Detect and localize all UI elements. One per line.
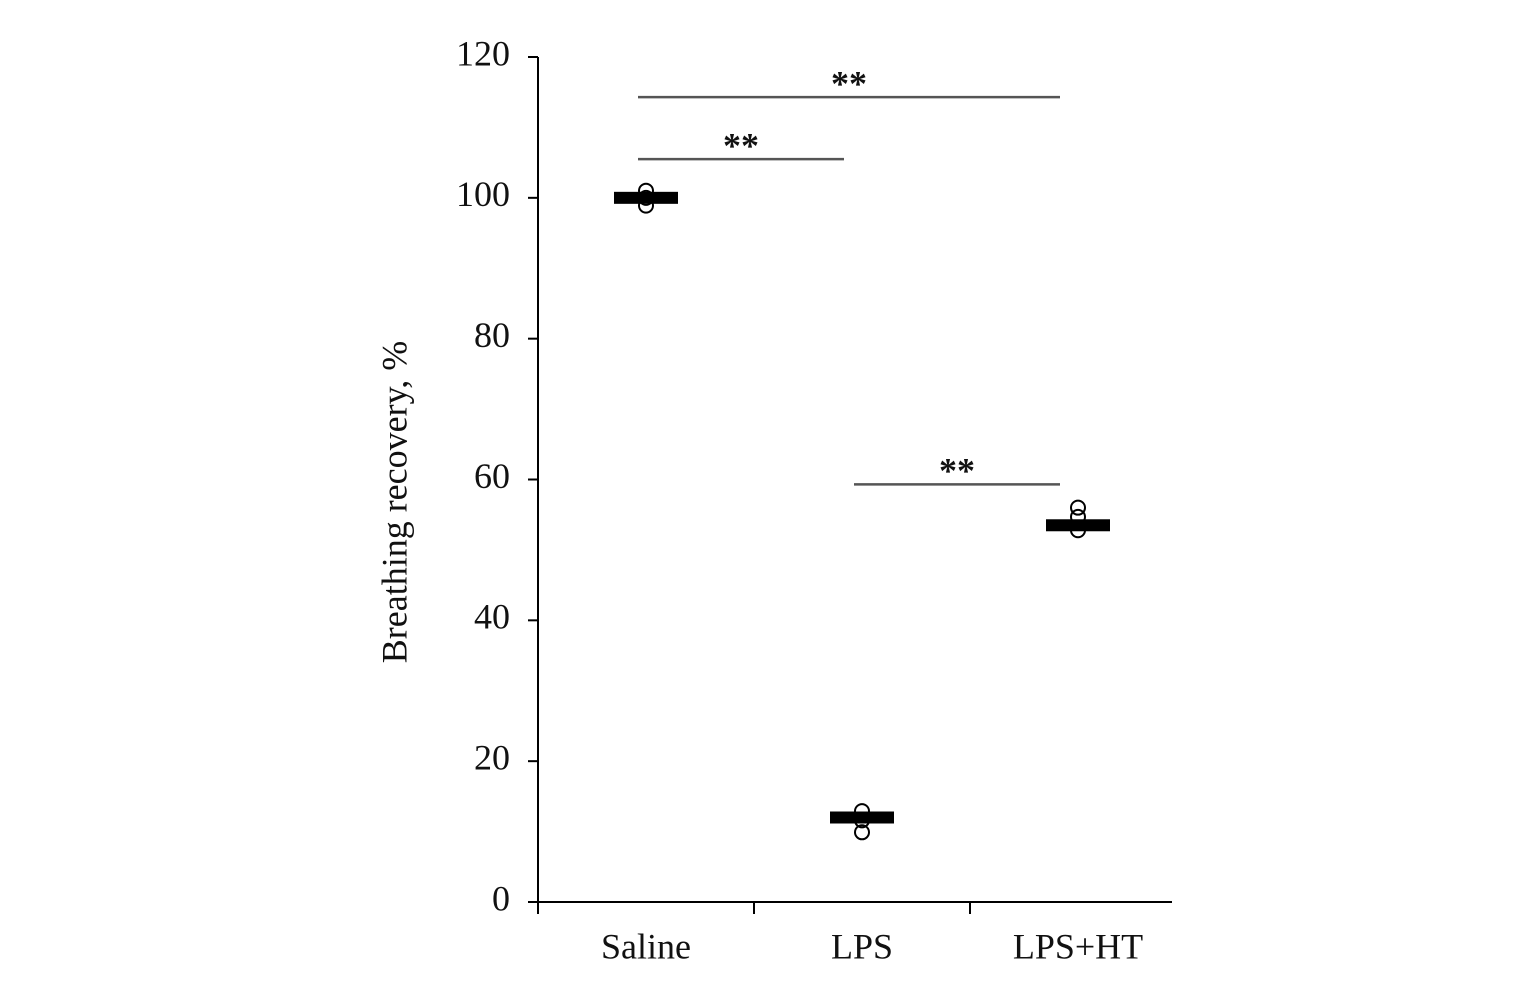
y-tick-label: 120 [456, 33, 510, 73]
y-axis-label: Breathing recovery, % [374, 341, 414, 664]
significance-label: ** [723, 125, 759, 165]
x-tick-label: Saline [601, 926, 691, 966]
significance-label: ** [939, 451, 975, 491]
mean-bar [1046, 519, 1110, 532]
data-point [854, 824, 870, 841]
y-tick-label: 40 [474, 597, 510, 637]
x-tick-label: LPS [831, 926, 893, 966]
y-tick-label: 0 [492, 878, 510, 918]
data-point [1070, 499, 1086, 516]
x-tick-label: LPS+HT [1013, 926, 1143, 966]
y-tick-label: 20 [474, 737, 510, 777]
mean-bar [614, 191, 678, 204]
y-tick-label: 60 [474, 456, 510, 496]
y-tick-label: 80 [474, 315, 510, 355]
mean-bar [830, 811, 894, 824]
significance-label: ** [831, 63, 867, 103]
y-tick-label: 100 [456, 174, 510, 214]
